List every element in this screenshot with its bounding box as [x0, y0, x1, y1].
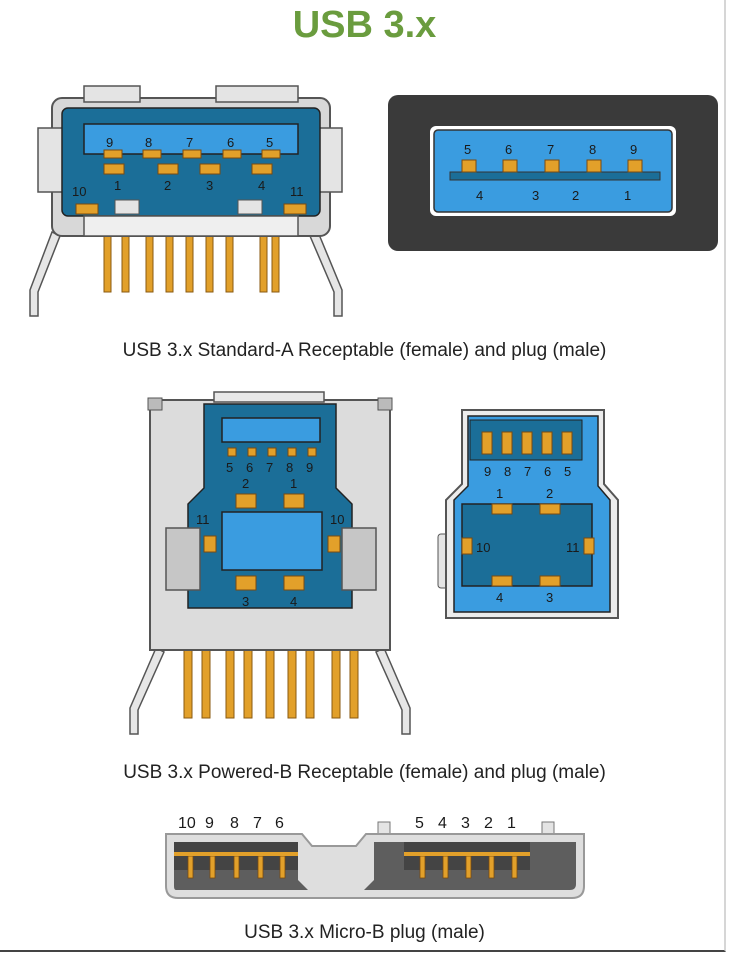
std-a-rec-pin-label: 8 [145, 135, 152, 150]
pb-plug-pin-label: 5 [564, 464, 571, 479]
std-a-plug-pin-label: 2 [572, 188, 579, 203]
pb-plug-pin-label: 7 [524, 464, 531, 479]
pb-plug-pin-label: 11 [566, 540, 580, 555]
pb-rec-pin-label: 7 [266, 460, 273, 475]
std-a-rec-pin-label: 1 [114, 178, 121, 193]
pb-rec-pin-label: 8 [286, 460, 293, 475]
std-a-rec-pin-label: 2 [164, 178, 171, 193]
std-a-rec-pin-label: 7 [186, 135, 193, 150]
page-title: USB 3.x [292, 4, 437, 46]
std-a-rec-pin-label: 5 [266, 135, 273, 150]
micro-b-pin-label: 1 [507, 815, 516, 832]
std-a-plug-pin-label: 6 [505, 142, 512, 157]
pb-plug-pin-label: 10 [476, 540, 490, 555]
caption-micro-b: USB 3.x Micro-B plug (male) [244, 922, 485, 943]
std-a-rec-pin-label: 6 [227, 135, 234, 150]
caption-powered-b: USB 3.x Powered-B Receptable (female) an… [123, 762, 606, 783]
pb-rec-pin-label: 1 [290, 476, 297, 491]
standard-a-receptacle: 9 8 7 6 5 1 2 3 4 10 11 [29, 85, 343, 317]
micro-b-pin-label: 10 [178, 815, 196, 832]
std-a-plug-pin-label: 5 [464, 142, 471, 157]
pb-rec-pin-label: 9 [306, 460, 313, 475]
pb-rec-pin-label: 5 [226, 460, 233, 475]
pb-rec-pin-label: 4 [290, 594, 297, 609]
std-a-rec-pin-label: 9 [106, 135, 113, 150]
std-a-rec-pin-label: 4 [258, 178, 265, 193]
pb-rec-pin-label: 2 [242, 476, 249, 491]
micro-b-pin-label: 7 [253, 815, 262, 832]
pb-plug-pin-label: 9 [484, 464, 491, 479]
micro-b-pin-label: 3 [461, 815, 470, 832]
pb-plug-pin-label: 2 [546, 486, 553, 501]
pb-plug-pin-label: 4 [496, 590, 503, 605]
std-a-plug-pin-label: 1 [624, 188, 631, 203]
std-a-rec-pin-label: 3 [206, 178, 213, 193]
micro-b-pin-label: 6 [275, 815, 284, 832]
caption-standard-a: USB 3.x Standard-A Receptable (female) a… [122, 340, 607, 361]
pb-rec-pin-label: 6 [246, 460, 253, 475]
std-a-plug-pin-label: 7 [547, 142, 554, 157]
std-a-plug-pin-label: 3 [532, 188, 539, 203]
micro-b-pin-label: 5 [415, 815, 424, 832]
powered-b-receptacle: 5 6 7 8 9 2 1 11 10 3 4 [129, 391, 411, 735]
std-a-plug-pin-label: 4 [476, 188, 483, 203]
micro-b-pin-label: 8 [230, 815, 239, 832]
pb-rec-pin-label: 10 [330, 512, 344, 527]
std-a-rec-pin-label: 10 [72, 184, 86, 199]
pb-plug-pin-label: 3 [546, 590, 553, 605]
pb-rec-pin-label: 11 [196, 512, 210, 527]
std-a-rec-pin-label: 11 [290, 184, 304, 199]
micro-b-pin-label: 2 [484, 815, 493, 832]
powered-b-plug: 9 8 7 6 5 1 2 10 11 4 3 [437, 409, 619, 619]
standard-a-plug: 5 6 7 8 9 4 3 2 1 [388, 95, 718, 251]
pb-plug-pin-label: 1 [496, 486, 503, 501]
pb-rec-pin-label: 3 [242, 594, 249, 609]
micro-b-pin-label: 9 [205, 815, 214, 832]
pb-plug-pin-label: 6 [544, 464, 551, 479]
pb-plug-pin-label: 8 [504, 464, 511, 479]
std-a-plug-pin-label: 8 [589, 142, 596, 157]
std-a-plug-pin-label: 9 [630, 142, 637, 157]
micro-b-plug: 10 9 8 7 6 5 4 3 2 1 [165, 815, 585, 899]
micro-b-pin-label: 4 [438, 815, 447, 832]
